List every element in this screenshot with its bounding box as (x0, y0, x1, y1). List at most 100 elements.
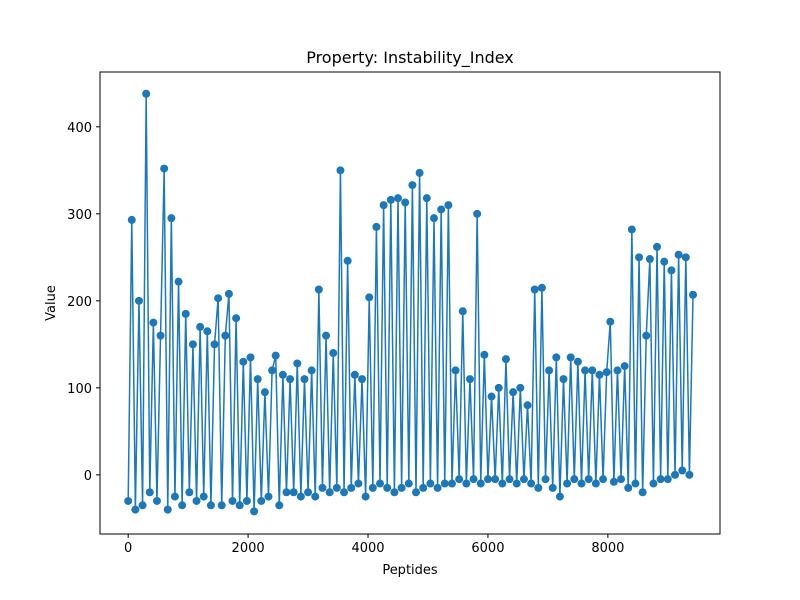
marker (376, 479, 385, 488)
marker (577, 479, 586, 488)
marker (289, 488, 298, 497)
marker (246, 353, 255, 362)
y-tick-label: 400 (67, 121, 92, 136)
marker (397, 483, 406, 492)
marker (494, 383, 503, 392)
marker (325, 488, 334, 497)
marker (221, 331, 230, 340)
marker (124, 496, 133, 505)
marker (645, 255, 654, 264)
marker (278, 370, 287, 379)
marker (329, 349, 338, 358)
marker (624, 483, 633, 492)
marker (411, 488, 420, 497)
marker (635, 253, 644, 262)
marker (498, 479, 507, 488)
line (127, 93, 694, 512)
marker (358, 375, 367, 384)
marker (156, 331, 165, 340)
marker (581, 366, 590, 375)
marker (196, 322, 205, 331)
marker (552, 353, 561, 362)
marker (491, 475, 500, 484)
marker (570, 475, 579, 484)
marker (300, 375, 309, 384)
marker (178, 501, 187, 510)
marker (447, 479, 456, 488)
marker (620, 362, 629, 371)
marker (566, 353, 575, 362)
marker (534, 483, 543, 492)
y-tick-label: 300 (67, 208, 92, 223)
marker (537, 283, 546, 292)
marker (322, 331, 331, 340)
marker (678, 466, 687, 475)
marker (505, 475, 514, 484)
marker (343, 256, 352, 265)
marker (563, 479, 572, 488)
marker (192, 496, 201, 505)
x-tick-label: 4000 (351, 541, 384, 556)
marker (516, 383, 525, 392)
marker (134, 296, 143, 305)
marker (671, 470, 680, 479)
marker (127, 215, 136, 224)
marker (519, 475, 528, 484)
marker (394, 194, 403, 203)
marker (462, 479, 471, 488)
marker (584, 475, 593, 484)
marker (674, 250, 683, 259)
axes-frame (99, 71, 721, 535)
marker (174, 277, 183, 286)
marker (145, 488, 154, 497)
marker (548, 483, 557, 492)
marker (653, 242, 662, 251)
marker (239, 357, 248, 366)
marker (232, 314, 241, 323)
marker (573, 357, 582, 366)
marker (588, 366, 597, 375)
marker (530, 285, 539, 294)
marker (386, 195, 395, 204)
marker (235, 501, 244, 510)
marker (469, 475, 478, 484)
marker (390, 488, 399, 497)
marker (347, 483, 356, 492)
marker (559, 375, 568, 384)
marker (401, 198, 410, 207)
marker (350, 370, 359, 379)
marker (440, 479, 449, 488)
marker (458, 307, 467, 316)
marker (408, 181, 417, 190)
marker (595, 370, 604, 379)
marker (260, 388, 269, 397)
marker (642, 331, 651, 340)
marker (681, 253, 690, 262)
marker (185, 488, 194, 497)
marker (415, 168, 424, 177)
marker (271, 351, 280, 360)
marker (599, 475, 608, 484)
marker (617, 475, 626, 484)
marker (487, 392, 496, 401)
marker (609, 477, 618, 486)
marker (455, 475, 464, 484)
marker (293, 359, 302, 368)
marker (451, 366, 460, 375)
marker (307, 366, 316, 375)
marker (667, 266, 676, 275)
marker (606, 317, 615, 326)
marker (199, 492, 208, 501)
marker (627, 225, 636, 234)
y-tick-label: 0 (84, 469, 92, 484)
marker (149, 318, 158, 327)
marker (131, 505, 140, 514)
marker (311, 492, 320, 501)
marker (228, 496, 237, 505)
marker (512, 479, 521, 488)
marker (555, 492, 564, 501)
marker (282, 488, 291, 497)
y-tick-label: 100 (67, 382, 92, 397)
x-tick-label: 2000 (232, 541, 265, 556)
